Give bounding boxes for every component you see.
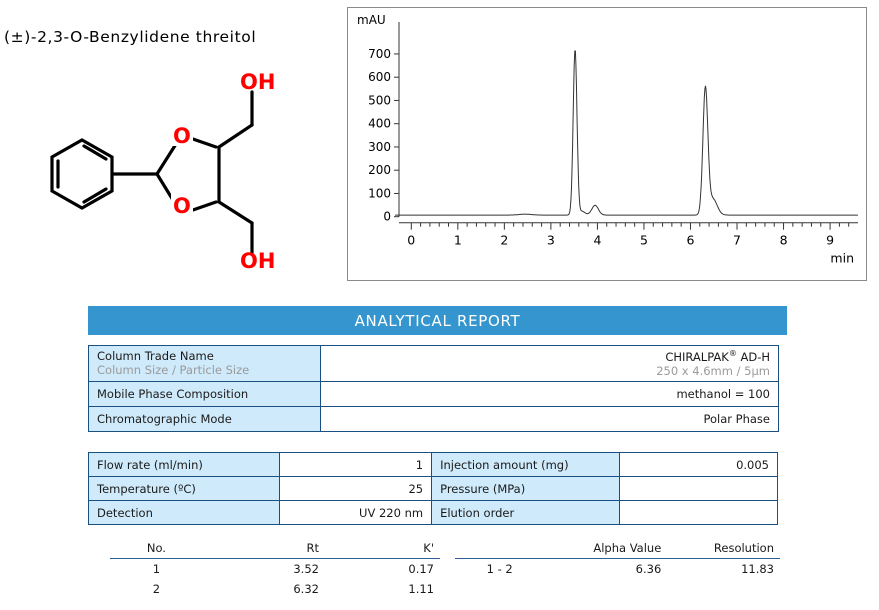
- svg-text:7: 7: [733, 233, 741, 248]
- svg-text:min: min: [830, 251, 854, 266]
- o-top-mask: [171, 124, 193, 146]
- svg-text:0: 0: [383, 210, 391, 224]
- table-header-row: Alpha Value Resolution: [455, 539, 780, 559]
- flow-rate-value: 1: [279, 452, 433, 477]
- temperature-label: Temperature (ºC): [87, 476, 281, 501]
- table-row: Mobile Phase Composition methanol = 100: [88, 380, 779, 407]
- svg-text:3: 3: [547, 233, 555, 248]
- hydroxyl-top-label: OH: [240, 70, 275, 94]
- separation-results-table: Alpha Value Resolution 1 - 2 6.36 11.83: [455, 539, 780, 579]
- table-row: Column Trade Name Column Size / Particle…: [88, 345, 779, 382]
- svg-text:1: 1: [454, 233, 462, 248]
- bond-c4-to-ch2-upper: [217, 123, 254, 149]
- chromatographic-mode-value: Polar Phase: [320, 405, 779, 432]
- table-row: Detection UV 220 nm Elution order: [87, 500, 779, 525]
- peak-k-prime: 1.11: [408, 582, 434, 596]
- flow-rate-label: Flow rate (ml/min): [87, 452, 281, 477]
- mobile-phase-label: Mobile Phase Composition: [88, 380, 321, 407]
- header-peak-pair: [455, 539, 545, 559]
- table-row: 2 6.32 1.11: [110, 579, 440, 599]
- method-parameters-table: Flow rate (ml/min) 1 Injection amount (m…: [87, 452, 779, 525]
- svg-text:600: 600: [368, 70, 391, 84]
- svg-text:6: 6: [687, 233, 695, 248]
- bond-acetal-to-o-top: [155, 142, 178, 176]
- table-row: 1 - 2 6.36 11.83: [455, 559, 780, 580]
- oxygen-bottom-label: O: [173, 194, 191, 218]
- table-header-row: No. Rt K': [110, 539, 440, 559]
- registered-mark: ®: [728, 349, 737, 358]
- table-row: 1 3.52 0.17: [110, 559, 440, 580]
- peak-rt: 3.52: [293, 562, 319, 576]
- o-bottom-mask: [171, 193, 193, 215]
- page-title: (±)-2,3-O-Benzylidene threitol: [4, 28, 257, 46]
- header-resolution: Resolution: [667, 539, 780, 559]
- peak-k-prime: 0.17: [408, 562, 434, 576]
- chromatogram-tick-labels: 0 100 200 300 400 500 600 700 mAU 0 1 2 3 4 5 6 7 8 9 min: [357, 13, 854, 266]
- bond-o-bottom-to-c5: [188, 200, 218, 213]
- header-no: No.: [110, 539, 203, 559]
- column-size-value: 250 x 4.6mm / 5µm: [656, 363, 770, 378]
- svg-text:9: 9: [826, 233, 834, 248]
- svg-text:mAU: mAU: [357, 13, 386, 27]
- svg-text:200: 200: [368, 163, 391, 177]
- svg-text:5: 5: [640, 233, 648, 248]
- column-trade-name-label: Column Trade Name Column Size / Particle…: [88, 345, 321, 382]
- table-row: Temperature (ºC) 25 Pressure (MPa): [87, 476, 779, 501]
- bond-c5-to-ch2-lower: [217, 200, 254, 225]
- peak-pair: 1 - 2: [486, 562, 513, 576]
- column-grade: AD-H: [736, 349, 770, 364]
- alpha-value: 6.36: [635, 562, 662, 576]
- mobile-phase-value: methanol = 100: [320, 380, 779, 407]
- header-alpha-value: Alpha Value: [544, 539, 668, 559]
- temperature-value: 25: [279, 476, 433, 501]
- svg-text:4: 4: [593, 233, 601, 248]
- chromatogram-plot: 0 100 200 300 400 500 600 700 mAU 0 1 2 3 4 5 6 7 8 9 min: [357, 13, 858, 266]
- column-size-label: Column Size / Particle Size: [97, 363, 250, 378]
- column-trade-name-value: CHIRALPAK® AD-H 250 x 4.6mm / 5µm: [320, 345, 779, 382]
- chromatogram-axes: [394, 22, 858, 230]
- elution-order-label: Elution order: [431, 500, 620, 525]
- chromatographic-mode-label: Chromatographic Mode: [88, 405, 321, 432]
- peak-no: 1: [152, 562, 161, 576]
- chromatogram-panel: 0 100 200 300 400 500 600 700 mAU 0 1 2 3 4 5 6 7 8 9 min: [347, 7, 867, 281]
- benzene-inner-bond-3: [82, 187, 108, 204]
- peak-rt: 6.32: [293, 582, 319, 596]
- header-rt: Rt: [202, 539, 325, 559]
- svg-text:0: 0: [407, 233, 415, 248]
- resolution-value: 11.83: [741, 562, 774, 576]
- svg-text:300: 300: [368, 140, 391, 154]
- elution-order-value: [618, 500, 779, 525]
- chiralpak-name: CHIRALPAK: [665, 349, 729, 364]
- table-row: Chromatographic Mode Polar Phase: [88, 405, 779, 432]
- injection-amount-value: 0.005: [618, 452, 779, 477]
- benzene-inner-bond-2: [82, 144, 108, 161]
- svg-text:100: 100: [368, 186, 391, 200]
- analytical-report-header: ANALYTICAL REPORT: [88, 306, 787, 335]
- column-info-table: Column Trade Name Column Size / Particle…: [88, 345, 779, 432]
- svg-text:500: 500: [368, 93, 391, 107]
- svg-text:8: 8: [780, 233, 788, 248]
- chemical-structure-diagram: O O OH OH: [30, 62, 330, 273]
- column-trade-name-value-text: CHIRALPAK® AD-H: [329, 349, 770, 364]
- peak-results-table: No. Rt K' 1 3.52 0.17 2 6.32 1.11: [110, 539, 440, 599]
- benzene-ring: [50, 138, 114, 210]
- detection-value: UV 220 nm: [279, 500, 433, 525]
- hydroxyl-bottom-label: OH: [240, 249, 275, 272]
- column-trade-name-text: Column Trade Name: [97, 349, 214, 364]
- svg-text:2: 2: [500, 233, 508, 248]
- oxygen-top-label: O: [173, 124, 191, 148]
- chromatogram-trace: [395, 50, 858, 216]
- pressure-label: Pressure (MPa): [431, 476, 620, 501]
- bond-o-top-to-c4: [188, 136, 218, 149]
- injection-amount-label: Injection amount (mg): [431, 452, 620, 477]
- detection-label: Detection: [87, 500, 281, 525]
- svg-text:400: 400: [368, 117, 391, 131]
- table-row: Flow rate (ml/min) 1 Injection amount (m…: [87, 452, 779, 477]
- peak-no: 2: [152, 582, 161, 596]
- structure-svg: O O OH OH: [50, 70, 275, 273]
- pressure-value: [618, 476, 779, 501]
- header-k-prime: K': [324, 539, 440, 559]
- svg-text:700: 700: [368, 47, 391, 61]
